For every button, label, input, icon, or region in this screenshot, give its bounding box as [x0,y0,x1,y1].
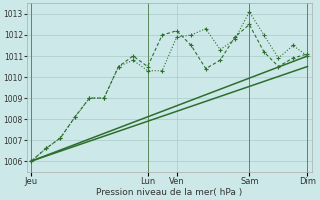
X-axis label: Pression niveau de la mer( hPa ): Pression niveau de la mer( hPa ) [96,188,243,197]
